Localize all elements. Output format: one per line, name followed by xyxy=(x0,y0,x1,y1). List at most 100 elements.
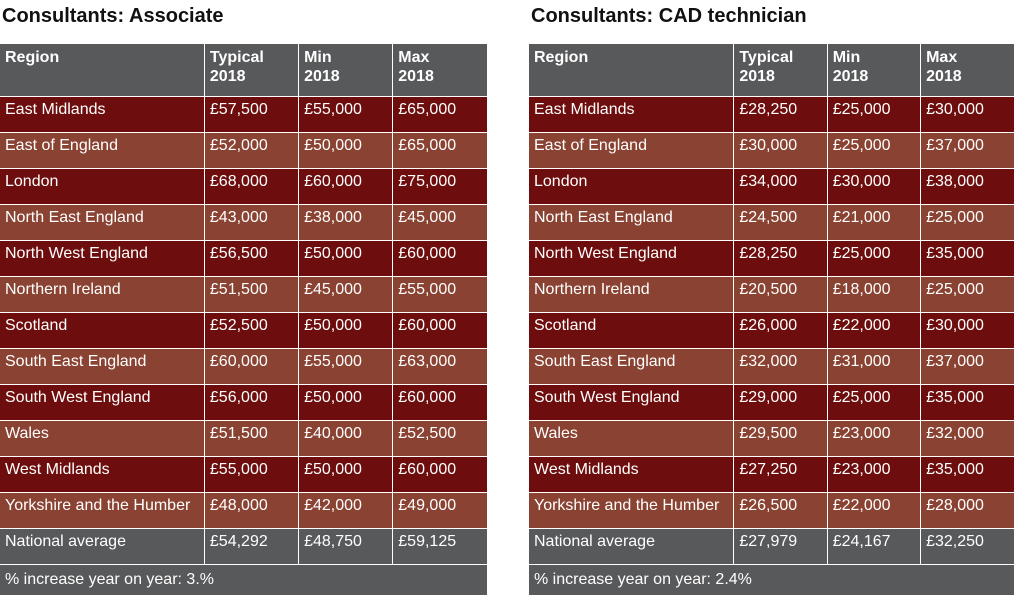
salary-cell: £30,000 xyxy=(920,96,1014,133)
region-cell: Northern Ireland xyxy=(529,276,735,313)
salary-cell: £45,000 xyxy=(298,276,394,313)
table-row: Northern Ireland £51,500 £45,000 £55,000 xyxy=(0,276,487,313)
salary-cell: £27,979 xyxy=(733,528,828,565)
salary-cell: £52,500 xyxy=(204,312,300,349)
cad-technician-panel: Consultants: CAD technician Region Typica… xyxy=(529,0,1014,595)
salary-cell: £35,000 xyxy=(920,456,1014,493)
salary-cell: £32,250 xyxy=(920,528,1014,565)
salary-cell: £60,000 xyxy=(392,240,487,277)
salary-cell: £60,000 xyxy=(392,384,487,421)
salary-cell: £30,000 xyxy=(827,168,922,205)
salary-cell: £43,000 xyxy=(204,204,300,241)
region-cell: Northern Ireland xyxy=(0,276,205,313)
column-header: Typical 2018 xyxy=(733,44,828,97)
region-cell: East Midlands xyxy=(529,96,735,133)
table-row: Yorkshire and the Humber £48,000 £42,000 £4… xyxy=(0,492,487,529)
table-row: South West England £29,000 £25,000 £35,000 xyxy=(529,384,1014,421)
salary-cell: £32,000 xyxy=(733,348,828,385)
salary-cell: £49,000 xyxy=(392,492,487,529)
salary-cell: £60,000 xyxy=(204,348,300,385)
region-cell: West Midlands xyxy=(529,456,735,493)
salary-cell: £24,167 xyxy=(827,528,922,565)
national-average-row: National average £27,979 £24,167 £32,250 xyxy=(529,528,1014,565)
salary-cell: £23,000 xyxy=(827,456,922,493)
region-cell: National average xyxy=(0,528,205,565)
column-header: Region xyxy=(0,44,205,97)
salary-cell: £26,500 xyxy=(733,492,828,529)
table-row: South East England £32,000 £31,000 £37,000 xyxy=(529,348,1014,385)
salary-cell: £40,000 xyxy=(298,420,394,457)
table-row: East Midlands £28,250 £25,000 £30,000 xyxy=(529,96,1014,133)
salary-cell: £50,000 xyxy=(298,384,394,421)
table-row: Scotland £52,500 £50,000 £60,000 xyxy=(0,312,487,349)
table-row: East of England £52,000 £50,000 £65,000 xyxy=(0,132,487,169)
salary-cell: £51,500 xyxy=(204,420,300,457)
salary-cell: £48,000 xyxy=(204,492,300,529)
salary-cell: £48,750 xyxy=(298,528,394,565)
table-row: Northern Ireland £20,500 £18,000 £25,000 xyxy=(529,276,1014,313)
salary-cell: £68,000 xyxy=(204,168,300,205)
table-row: Scotland £26,000 £22,000 £30,000 xyxy=(529,312,1014,349)
table-row: North East England £24,500 £21,000 £25,000 xyxy=(529,204,1014,241)
salary-cell: £28,250 xyxy=(733,96,828,133)
salary-cell: £28,250 xyxy=(733,240,828,277)
region-cell: South East England xyxy=(0,348,205,385)
yoy-increase-footer: % increase year on year: 3.% xyxy=(0,564,487,595)
salary-cell: £28,000 xyxy=(920,492,1014,529)
region-cell: West Midlands xyxy=(0,456,205,493)
table-row: Wales £29,500 £23,000 £32,000 xyxy=(529,420,1014,457)
salary-cell: £29,500 xyxy=(733,420,828,457)
salary-cell: £23,000 xyxy=(827,420,922,457)
table-row: London £34,000 £30,000 £38,000 xyxy=(529,168,1014,205)
salary-cell: £35,000 xyxy=(920,240,1014,277)
table-row: South West England £56,000 £50,000 £60,000 xyxy=(0,384,487,421)
salary-cell: £38,000 xyxy=(920,168,1014,205)
salary-cell: £50,000 xyxy=(298,132,394,169)
salary-cell: £60,000 xyxy=(392,456,487,493)
table-row: West Midlands £27,250 £23,000 £35,000 xyxy=(529,456,1014,493)
table-row: North West England £28,250 £25,000 £35,000 xyxy=(529,240,1014,277)
salary-cell: £59,125 xyxy=(392,528,487,565)
region-cell: North East England xyxy=(529,204,735,241)
salary-cell: £56,500 xyxy=(204,240,300,277)
salary-cell: £42,000 xyxy=(298,492,394,529)
salary-cell: £52,500 xyxy=(392,420,487,457)
panel-title: Consultants: CAD technician xyxy=(531,5,807,27)
salary-cell: £55,000 xyxy=(392,276,487,313)
salary-cell: £57,500 xyxy=(204,96,300,133)
region-cell: Scotland xyxy=(529,312,735,349)
salary-cell: £22,000 xyxy=(827,492,922,529)
table-row: Wales £51,500 £40,000 £52,500 xyxy=(0,420,487,457)
region-cell: Scotland xyxy=(0,312,205,349)
salary-cell: £50,000 xyxy=(298,312,394,349)
salary-cell: £65,000 xyxy=(392,132,487,169)
header-row: Region Typical 2018 Min 2018 Max 2018 xyxy=(0,44,487,97)
column-header: Min 2018 xyxy=(298,44,394,97)
column-header: Min 2018 xyxy=(827,44,922,97)
salary-cell: £60,000 xyxy=(298,168,394,205)
region-cell: South East England xyxy=(529,348,735,385)
region-cell: South West England xyxy=(0,384,205,421)
salary-cell: £55,000 xyxy=(204,456,300,493)
salary-cell: £25,000 xyxy=(827,132,922,169)
salary-cell: £45,000 xyxy=(392,204,487,241)
table-row: West Midlands £55,000 £50,000 £60,000 xyxy=(0,456,487,493)
region-cell: Wales xyxy=(529,420,735,457)
salary-cell: £50,000 xyxy=(298,456,394,493)
salary-cell: £55,000 xyxy=(298,348,394,385)
table-row: East of England £30,000 £25,000 £37,000 xyxy=(529,132,1014,169)
salary-cell: £34,000 xyxy=(733,168,828,205)
region-cell: North East England xyxy=(0,204,205,241)
salary-cell: £55,000 xyxy=(298,96,394,133)
column-header: Max 2018 xyxy=(920,44,1014,97)
panel-title: Consultants: Associate xyxy=(2,5,224,27)
salary-cell: £63,000 xyxy=(392,348,487,385)
salary-cell: £54,292 xyxy=(204,528,300,565)
salary-cell: £29,000 xyxy=(733,384,828,421)
salary-cell: £25,000 xyxy=(920,276,1014,313)
table-row: North West England £56,500 £50,000 £60,000 xyxy=(0,240,487,277)
column-header: Max 2018 xyxy=(392,44,487,97)
region-cell: Yorkshire and the Humber xyxy=(529,492,735,529)
column-header: Region xyxy=(529,44,735,97)
salary-cell: £51,500 xyxy=(204,276,300,313)
